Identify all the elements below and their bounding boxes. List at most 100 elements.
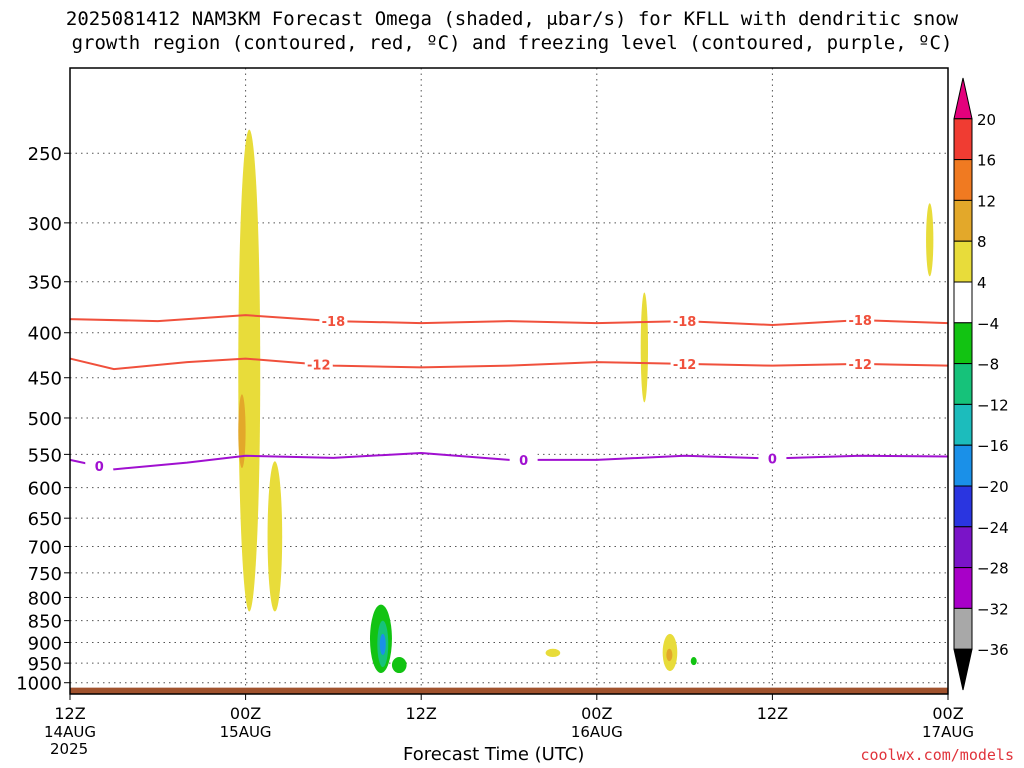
y-tick-label-650: 650 [28, 509, 62, 530]
x-tick-label-1: 00Z [230, 704, 261, 723]
omega-shading [238, 129, 934, 674]
colorbar-top-arrow [953, 77, 973, 120]
omega-region-6 [666, 648, 673, 662]
omega-region-0 [238, 129, 261, 612]
x-axis-title: Forecast Time (UTC) [403, 744, 585, 765]
omega-region-3 [545, 648, 561, 658]
omega-region-12 [690, 657, 697, 666]
contour-label-0-2: 0 [768, 453, 777, 468]
y-tick-label-800: 800 [28, 588, 62, 609]
contour-label-bg [846, 355, 875, 372]
contour-label-bg [670, 355, 699, 372]
chart-title-line-1: 2025081412 NAM3KM Forecast Omega (shaded… [65, 8, 959, 30]
colorbar: 20 16 12 8 4 −4 −8 −12 −16 −20 −24 −28 −32 −36 [953, 77, 1009, 691]
colorbar-swatch-11 [953, 526, 973, 569]
colorbar-swatch-1 [953, 118, 973, 161]
y-tick-label-250: 250 [28, 144, 62, 165]
plot-border [69, 67, 949, 695]
y-tick-label-400: 400 [28, 324, 62, 345]
colorbar-label-2: 12 [977, 192, 996, 210]
colorbar-swatch-6 [953, 322, 973, 365]
plot-frame [69, 67, 949, 695]
contour-label--18-1: -18 [673, 315, 697, 330]
y-tick-label-700: 700 [28, 537, 62, 558]
colorbar-swatch-9 [953, 444, 973, 487]
colorbar-bottom-arrow [953, 648, 973, 691]
contour-label--12-1: -12 [673, 358, 697, 373]
plot-background [70, 68, 948, 694]
omega-region-11 [379, 633, 386, 655]
y-tick-label-550: 550 [28, 445, 62, 466]
x-tick-label-4: 12Z [757, 704, 788, 723]
contour-label-bg [758, 450, 787, 467]
contour-label-bg [319, 313, 348, 330]
y-tick-label-300: 300 [28, 214, 62, 235]
colorbar-swatch-7 [953, 363, 973, 405]
colorbar-swatch-12 [953, 567, 973, 609]
temperature-contours: -18 -18 -18 -12 -12 -12 0 0 0 [69, 312, 949, 475]
colorbar-swatch-5 [953, 281, 973, 324]
colorbar-label-5: −4 [977, 315, 999, 333]
plot-area [70, 68, 948, 694]
y-tick-label-450: 450 [28, 369, 62, 390]
x-tick-date-1: 15AUG [220, 723, 272, 741]
contour-label--12-0: -12 [307, 358, 331, 373]
contour-label-bg [670, 313, 699, 330]
y-tick-label-1000: 1000 [16, 674, 62, 695]
x-tick-label-0: 12Z [54, 704, 85, 723]
omega-region-9 [391, 657, 407, 674]
omega-region-4 [640, 292, 649, 403]
colorbar-swatch-3 [953, 199, 973, 242]
contour-label--12-2: -12 [848, 358, 872, 373]
contour-label-0-0: 0 [95, 460, 104, 475]
y-tick-label-350: 350 [28, 273, 62, 294]
credit-link[interactable]: coolwx.com/models [860, 746, 1014, 764]
colorbar-swatch-13 [953, 607, 973, 650]
colorbar-label-4: 4 [977, 274, 987, 292]
x-tick-date-5: 17AUG [922, 723, 974, 741]
contour-label-0-1: 0 [519, 454, 528, 469]
y-tick-label-750: 750 [28, 564, 62, 585]
contour-line-0 [69, 451, 949, 471]
x-tick-label-5: 00Z [932, 704, 963, 723]
colorbar-swatch-2 [953, 159, 973, 201]
colorbar-swatch-10 [953, 485, 973, 528]
x-tick-year-0: 2025 [50, 740, 88, 758]
y-tick-label-950: 950 [28, 654, 62, 675]
colorbar-label-9: −20 [977, 478, 1009, 496]
contour-label-bg [85, 458, 114, 475]
omega-region-1 [238, 394, 246, 469]
terrain-strip [70, 687, 948, 694]
x-tick-date-3: 16AUG [571, 723, 623, 741]
y-axis-ticks: 2503003504004505005506006507007508008509… [16, 144, 70, 695]
contour-label--18-0: -18 [322, 315, 346, 330]
colorbar-label-10: −24 [977, 519, 1009, 537]
x-tick-label-2: 12Z [406, 704, 437, 723]
y-tick-label-900: 900 [28, 633, 62, 654]
contour-label--18-2: -18 [848, 314, 872, 329]
contour-label-bg [304, 356, 333, 373]
colorbar-label-7: −12 [977, 396, 1009, 414]
contour-label-bg [509, 451, 538, 468]
contour-line--12 [69, 357, 949, 371]
x-tick-label-3: 00Z [581, 704, 612, 723]
colorbar-swatch-8 [953, 403, 973, 446]
colorbar-label-11: −28 [977, 560, 1009, 578]
colorbar-label-12: −32 [977, 600, 1009, 618]
contour-line--18 [69, 314, 949, 327]
omega-region-2 [267, 461, 283, 612]
colorbar-label-3: 8 [977, 233, 987, 251]
y-tick-label-850: 850 [28, 612, 62, 633]
x-tick-date-0: 14AUG [44, 723, 96, 741]
terrain-surface [70, 687, 948, 694]
chart-title-line-2: growth region (contoured, red, ºC) and f… [71, 32, 953, 54]
colorbar-label-1: 16 [977, 152, 996, 170]
colorbar-swatch-4 [953, 240, 973, 283]
contour-label-bg [846, 312, 875, 329]
colorbar-label-8: −16 [977, 437, 1009, 455]
gridlines [69, 68, 949, 694]
y-tick-label-500: 500 [28, 409, 62, 430]
omega-region-7 [926, 203, 934, 277]
